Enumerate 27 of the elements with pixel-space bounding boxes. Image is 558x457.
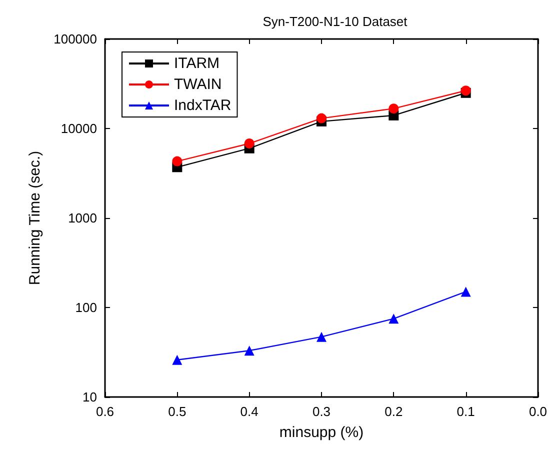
y-tick-label: 100 [75, 300, 97, 315]
x-axis-title: minsupp (%) [279, 424, 364, 441]
point [172, 354, 182, 365]
y-tick-label: 1000 [68, 210, 97, 226]
x-tick-label: 0.0 [528, 404, 548, 419]
point [244, 138, 254, 148]
y-tick-label: 100000 [54, 32, 97, 46]
y-tick-label: 10 [82, 390, 97, 404]
x-tick-label: 0.6 [96, 404, 114, 419]
chart-title: Syn-T200-N1-10 Dataset [262, 14, 408, 29]
legend-label: TWAIN [174, 76, 222, 93]
legend-label: IndxTAR [174, 97, 232, 114]
point [388, 314, 399, 324]
x-tick-label: 0.5 [168, 404, 186, 419]
x-tick-label: 0.4 [240, 404, 258, 419]
x-tick-label: 0.1 [456, 404, 475, 419]
legend-label: ITARM [174, 55, 220, 72]
point [316, 332, 326, 342]
point [316, 113, 326, 124]
point [388, 104, 399, 114]
x-tick-label: 0.2 [384, 404, 403, 419]
point [172, 156, 182, 166]
y-axis-title: Running Time (sec.) [26, 150, 44, 286]
y-tick-label: 10000 [60, 121, 97, 136]
point [460, 286, 471, 297]
point [244, 346, 254, 356]
x-tick-label: 0.3 [312, 404, 331, 419]
